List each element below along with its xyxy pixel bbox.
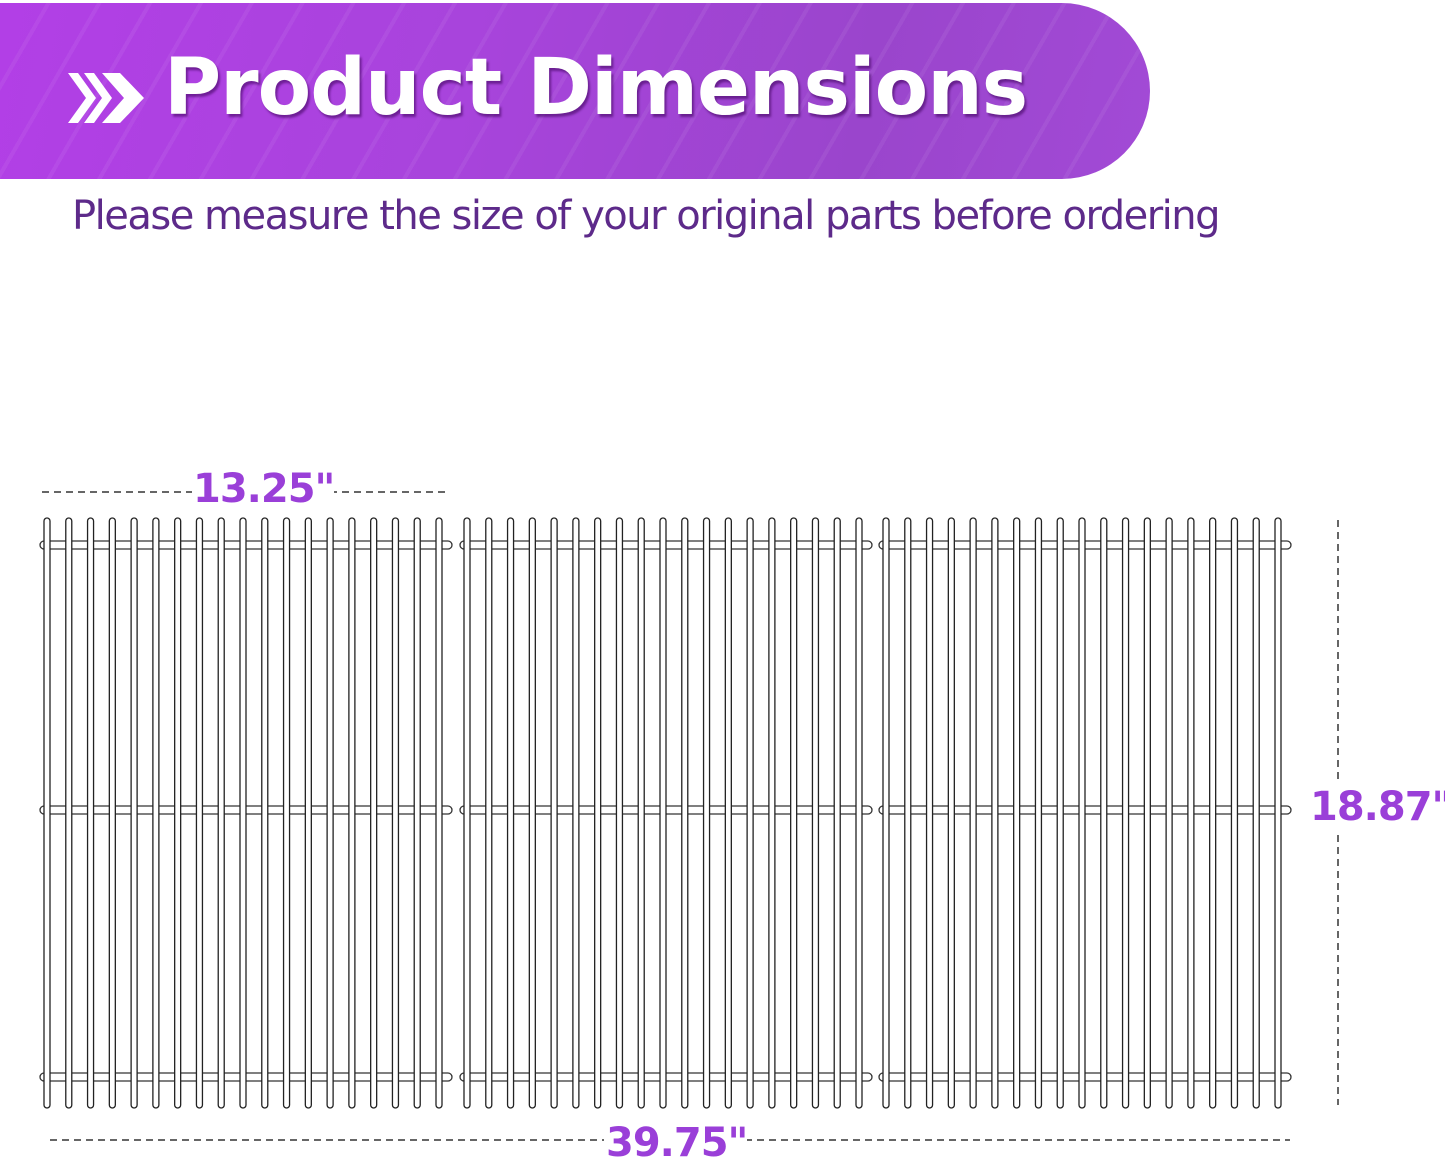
- grate-bar: [947, 517, 955, 1109]
- grate-bar: [261, 517, 269, 1109]
- grate-bar: [702, 517, 711, 1109]
- grate-bar: [855, 517, 863, 1109]
- grate-bar: [594, 517, 602, 1109]
- grate-bar: [65, 517, 73, 1109]
- grate-bar: [1230, 517, 1239, 1109]
- grate-bar: [659, 517, 667, 1109]
- grate-bar: [485, 517, 493, 1109]
- grate-bar: [637, 517, 645, 1109]
- grate-bar: [904, 517, 912, 1109]
- grate-bar: [1100, 517, 1108, 1109]
- grate-bar: [239, 517, 247, 1109]
- grate-bar: [882, 517, 890, 1109]
- grate-bar: [413, 517, 421, 1109]
- grate-bar: [1165, 517, 1173, 1109]
- grate-bar: [326, 517, 334, 1109]
- total-width-label: 39.75": [606, 1120, 748, 1166]
- grate-bar: [348, 517, 356, 1109]
- grate-bar: [768, 517, 776, 1109]
- grate-bar: [304, 517, 312, 1109]
- grate-bar: [811, 517, 820, 1109]
- grate-bar: [1034, 517, 1043, 1109]
- single-width-label: 13.25": [193, 466, 335, 512]
- grate-bar: [1209, 517, 1217, 1109]
- grate-bar: [435, 517, 443, 1109]
- grate-bar: [991, 517, 999, 1109]
- grate-bar: [130, 517, 138, 1109]
- grate-bar: [1121, 517, 1130, 1109]
- grate-bar: [370, 517, 378, 1109]
- grate-bar: [790, 517, 798, 1109]
- grate-bar: [108, 517, 116, 1109]
- grate-bar: [282, 517, 291, 1109]
- grate-bar: [43, 517, 51, 1109]
- grate-bar: [463, 517, 471, 1109]
- header-banner: Product Dimensions: [0, 3, 1150, 179]
- grate-bar: [1143, 517, 1151, 1109]
- grate-bar: [1013, 517, 1021, 1109]
- subtitle: Please measure the size of your original…: [72, 193, 1221, 239]
- grate-bar: [152, 517, 160, 1109]
- grate-bar: [506, 517, 515, 1109]
- grate-bar: [86, 517, 95, 1109]
- grate-bar: [1252, 517, 1260, 1109]
- grate-bar: [1187, 517, 1195, 1109]
- grate-bar: [174, 517, 182, 1109]
- grate-bar: [1056, 517, 1064, 1109]
- grate-bar: [391, 517, 400, 1109]
- grate-bar: [550, 517, 558, 1109]
- grate-bar: [1274, 517, 1282, 1109]
- grate-bar: [925, 517, 934, 1109]
- grate-bar: [681, 517, 689, 1109]
- grate-bar: [724, 517, 732, 1109]
- grate-bar: [833, 517, 841, 1109]
- grate-bar: [217, 517, 225, 1109]
- grate-bar: [528, 517, 536, 1109]
- page-title: Product Dimensions: [164, 43, 1028, 133]
- grate-bar: [572, 517, 580, 1109]
- grate-bar: [746, 517, 754, 1109]
- grate-bar: [1078, 517, 1086, 1109]
- grate-bar: [969, 517, 977, 1109]
- grate-bar: [615, 517, 624, 1109]
- depth-label: 18.87": [1310, 784, 1445, 830]
- grate-bar: [195, 517, 204, 1109]
- double-chevron-right-icon: [68, 73, 144, 123]
